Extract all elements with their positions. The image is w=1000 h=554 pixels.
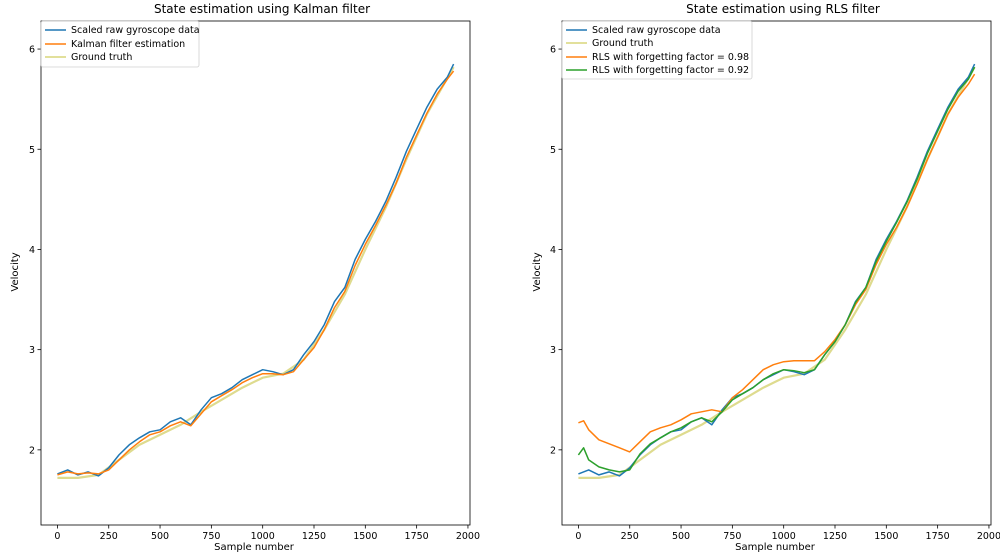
kalman-x-tick-label-500: 500: [151, 531, 169, 542]
rls-chart-title: State estimation using RLS filter: [686, 2, 880, 16]
kalman-y-tick-label-3: 3: [29, 345, 35, 356]
kalman-y-tick-label-4: 4: [29, 245, 35, 256]
kalman-y-tick-label-2: 2: [29, 445, 35, 456]
rls-y-tick-label-5: 5: [550, 145, 556, 156]
rls-x-tick-label-1000: 1000: [772, 531, 796, 542]
kalman-x-tick-label-1250: 1250: [302, 531, 326, 542]
rls-series-rls-with-forgetting-factor-0-98: [578, 73, 976, 453]
kalman-legend: Scaled raw gyroscope data Kalman filter …: [40, 20, 200, 68]
rls-x-tick-label-500: 500: [672, 531, 690, 542]
kalman-x-tick-label-1500: 1500: [353, 531, 377, 542]
rls-series-rls-with-forgetting-factor-0-92: [577, 66, 976, 473]
kalman-y-tick-label-6: 6: [29, 45, 35, 56]
kalman-legend-label-gyro: Scaled raw gyroscope data: [71, 25, 200, 36]
rls-legend-label-ff092: RLS with forgetting factor = 0.92: [592, 65, 749, 76]
rls-legend-box: [561, 20, 753, 80]
rls-legend: Scaled raw gyroscope data Ground truth R…: [561, 20, 753, 80]
kalman-chart-panel: State estimation using Kalman filter Sam…: [10, 2, 480, 553]
kalman-series-kalman-filter-estimation: [57, 70, 455, 476]
rls-x-axis-label: Sample number: [735, 542, 816, 553]
kalman-x-tick-label-2000: 2000: [456, 531, 480, 542]
rls-x-tick-label-1750: 1750: [926, 531, 950, 542]
kalman-series-scaled-raw-gyroscope-data: [57, 63, 455, 477]
rls-x-tick-label-750: 750: [723, 531, 741, 542]
kalman-chart-title: State estimation using Kalman filter: [154, 2, 370, 16]
rls-x-tick-label-1250: 1250: [823, 531, 847, 542]
kalman-x-tick-label-750: 750: [202, 531, 220, 542]
kalman-legend-label-kalman: Kalman filter estimation: [71, 39, 185, 50]
kalman-y-axis-label: Velocity: [10, 252, 21, 291]
rls-y-tick-label-3: 3: [550, 345, 556, 356]
rls-x-tick-label-250: 250: [621, 531, 639, 542]
kalman-plot-frame: [40, 20, 471, 526]
rls-y-tick-label-2: 2: [550, 445, 556, 456]
kalman-x-axis-label: Sample number: [214, 542, 295, 553]
kalman-y-tick-label-5: 5: [29, 145, 35, 156]
rls-legend-label-ff098: RLS with forgetting factor = 0.98: [592, 52, 749, 63]
kalman-legend-label-truth: Ground truth: [71, 52, 132, 63]
rls-y-tick-label-6: 6: [550, 45, 556, 56]
kalman-legend-box: [40, 20, 200, 68]
kalman-x-tick-label-0: 0: [54, 531, 60, 542]
rls-chart-panel: State estimation using RLS filter Sample…: [532, 2, 1000, 553]
kalman-x-tick-label-1750: 1750: [405, 531, 429, 542]
rls-y-axis-label: Velocity: [532, 252, 543, 291]
rls-x-tick-label-1500: 1500: [874, 531, 898, 542]
rls-plot-frame: [561, 20, 992, 526]
rls-y-tick-label-4: 4: [550, 245, 556, 256]
rls-legend-label-gyro: Scaled raw gyroscope data: [592, 25, 721, 36]
kalman-x-tick-label-250: 250: [100, 531, 118, 542]
rls-x-tick-label-0: 0: [575, 531, 581, 542]
rls-legend-label-truth: Ground truth: [592, 38, 653, 49]
kalman-x-tick-label-1000: 1000: [251, 531, 275, 542]
rls-x-tick-label-2000: 2000: [977, 531, 1000, 542]
